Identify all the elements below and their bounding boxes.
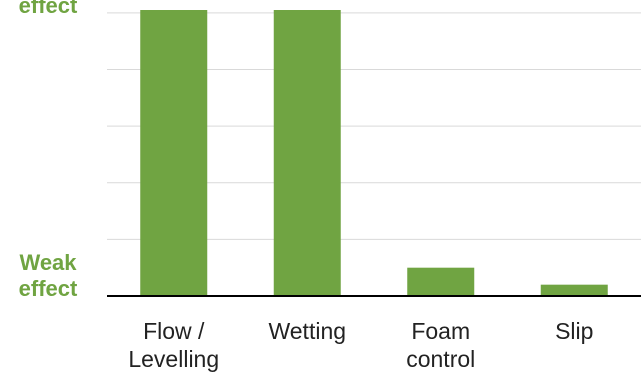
x-tick-label: Flow / Levelling: [128, 318, 219, 372]
x-tick-label-line: Flow /: [143, 318, 205, 344]
y-annotation-line: effect: [19, 0, 78, 18]
y-annotation-line: effect: [19, 276, 78, 301]
x-tick-label-line: Slip: [555, 318, 593, 344]
bar-foam-control: [407, 267, 475, 296]
bars: [140, 10, 608, 296]
y-annotation-line: Weak: [19, 250, 77, 275]
bar-slip: [540, 284, 608, 296]
bar-wetting: [273, 10, 341, 296]
x-tick-label: Foam control: [406, 318, 475, 372]
x-tick-label: Wetting: [268, 318, 346, 344]
y-annotation-strong-effect: Strongeffect: [13, 0, 84, 18]
x-tick-labels: Flow / Levelling Wetting Foam control Slip: [128, 318, 593, 372]
x-tick-label-line: Levelling: [128, 346, 219, 372]
x-tick-label-line: control: [406, 346, 475, 372]
bar-flow-levelling: [140, 10, 208, 296]
y-annotation-weak-effect: Weak effect: [19, 250, 78, 301]
y-annotations: StrongeffectWeakeffect: [13, 0, 84, 301]
x-tick-label-line: Foam: [411, 318, 470, 344]
x-tick-label-line: Wetting: [268, 318, 346, 344]
x-tick-label: Slip: [555, 318, 593, 344]
